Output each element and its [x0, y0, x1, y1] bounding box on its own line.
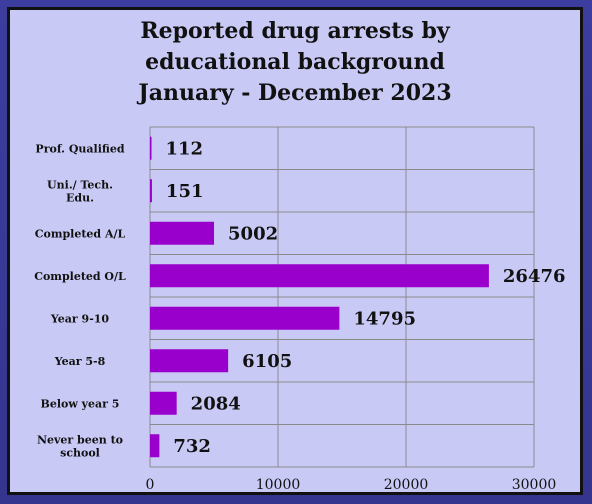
- data-label: 5002: [228, 223, 278, 244]
- data-label: 2084: [191, 393, 241, 414]
- bar: [150, 136, 152, 160]
- title-line-1: Reported drug arrests by: [140, 18, 450, 44]
- x-tick-label: 0: [146, 477, 155, 493]
- bar: [150, 434, 160, 458]
- bar: [150, 391, 177, 415]
- category-label: Year 5-8: [54, 355, 106, 368]
- category-label: Uni./ Tech. Edu.: [47, 178, 113, 204]
- chart-title: Reported drug arrests by educational bac…: [10, 16, 580, 109]
- category-label: Prof. Qualified: [35, 142, 124, 155]
- data-label: 112: [166, 138, 204, 159]
- x-tick-label: 20000: [384, 477, 429, 493]
- title-line-2: educational background: [145, 49, 445, 75]
- data-label: 14795: [353, 308, 416, 329]
- category-label: Completed O/L: [34, 270, 126, 283]
- category-label: Completed A/L: [35, 227, 126, 240]
- category-label: Year 9-10: [50, 312, 110, 325]
- x-tick-label: 10000: [256, 477, 301, 493]
- bar: [150, 179, 152, 203]
- category-label: Never been to school: [37, 433, 123, 459]
- bar: [150, 264, 489, 288]
- bar: [150, 221, 215, 245]
- data-label: 151: [166, 181, 204, 202]
- category-label: Below year 5: [41, 397, 120, 410]
- bar: [150, 306, 340, 330]
- data-label: 26476: [503, 266, 566, 287]
- x-tick-label: 30000: [512, 477, 557, 493]
- title-line-3: January - December 2023: [138, 80, 452, 106]
- data-label: 6105: [242, 351, 292, 372]
- data-label: 732: [173, 436, 211, 457]
- bar: [150, 349, 229, 373]
